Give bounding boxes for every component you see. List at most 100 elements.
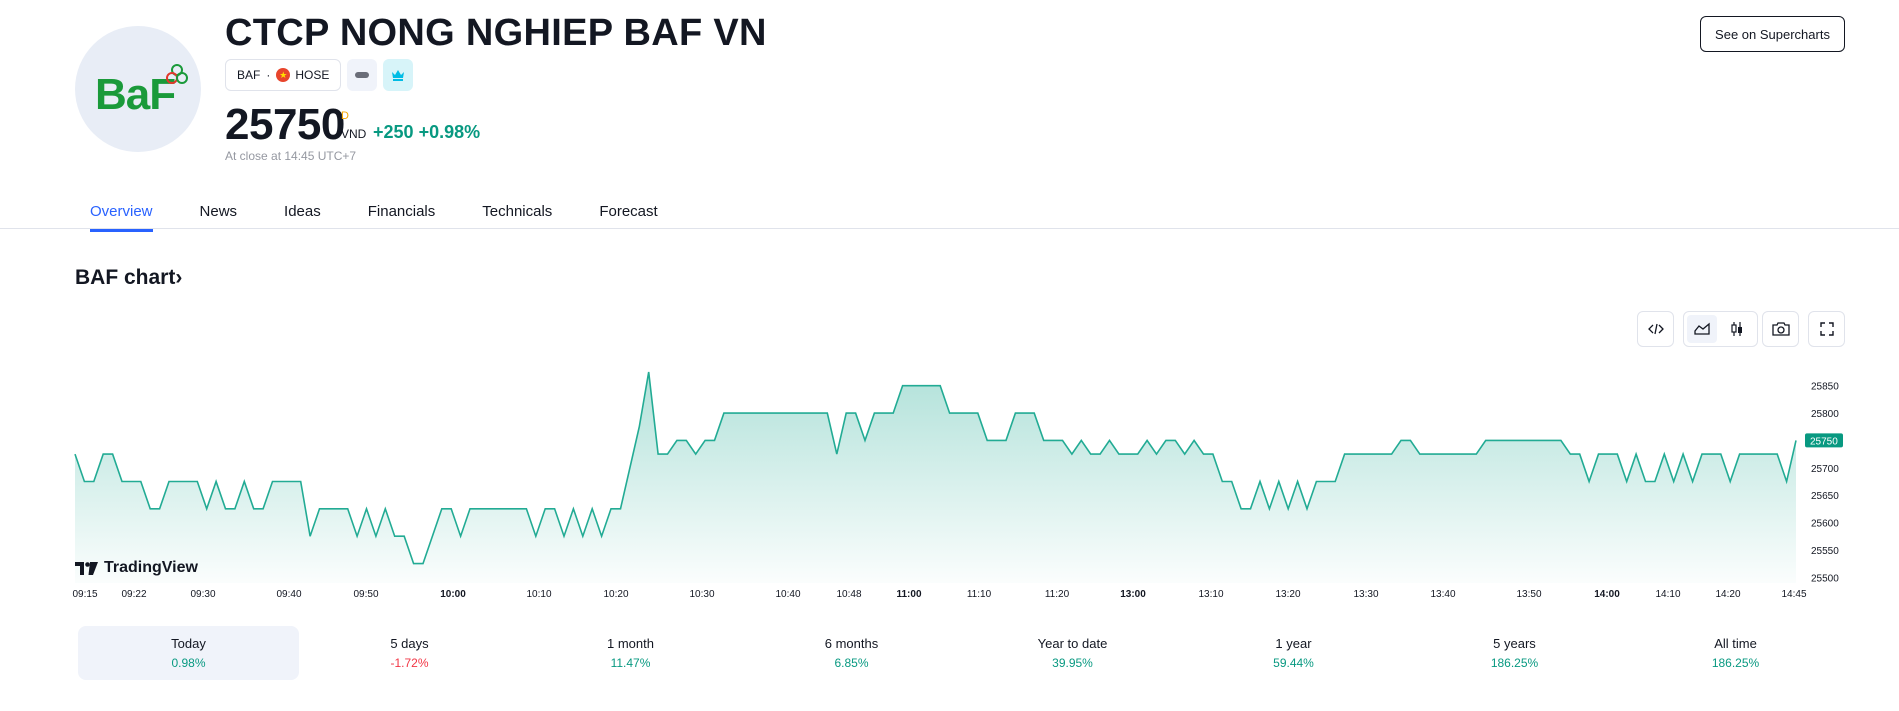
x-tick-label: 11:10 — [967, 589, 992, 600]
period-label: 5 years — [1493, 636, 1536, 651]
y-tick-label: 25650 — [1811, 491, 1839, 502]
exchange-label: HOSE — [295, 68, 330, 82]
ticker-label: BAF — [237, 68, 261, 82]
see-on-supercharts-button[interactable]: See on Supercharts — [1700, 16, 1845, 52]
change-abs: +250 — [373, 122, 414, 142]
symbol-chips: BAF · ★ HOSE — [225, 59, 414, 91]
tradingview-brand-text: TradingView — [104, 559, 198, 576]
company-logo — [75, 26, 201, 152]
page-title: CTCP NONG NGHIEP BAF VN — [225, 12, 767, 54]
tab-technicals[interactable]: Technicals — [482, 203, 553, 220]
period-year-to-date[interactable]: Year to date 39.95% — [962, 626, 1183, 680]
period-value: 6.85% — [834, 656, 869, 670]
area-chart-button[interactable] — [1687, 315, 1717, 343]
last-price-label: 25750 — [1810, 436, 1838, 447]
x-tick-label: 10:30 — [689, 589, 714, 600]
period-value: 0.98% — [171, 656, 206, 670]
chart-section-title[interactable]: BAF chart› — [75, 266, 182, 290]
close-time-note: At close at 14:45 UTC+7 — [225, 149, 357, 163]
period-value: 59.44% — [1273, 656, 1314, 670]
crown-icon — [392, 70, 405, 81]
y-tick-label: 25550 — [1811, 546, 1839, 557]
x-tick-label: 13:50 — [1516, 589, 1541, 600]
candles-icon — [1731, 322, 1742, 336]
period-1-month[interactable]: 1 month 11.47% — [520, 626, 741, 680]
x-tick-label: 09:50 — [353, 589, 378, 600]
minus-pill-icon — [355, 72, 370, 78]
period-value: 186.25% — [1490, 656, 1539, 670]
period-value: 186.25% — [1711, 656, 1760, 670]
fullscreen-button[interactable] — [1808, 311, 1845, 347]
price-currency: VND — [341, 127, 367, 141]
period-6-months[interactable]: 6 months 6.85% — [741, 626, 962, 680]
symbol-chip[interactable]: BAF · ★ HOSE — [225, 59, 342, 91]
tradingview-brand: TradingView — [75, 559, 198, 577]
x-tick-label: 10:10 — [526, 589, 551, 600]
price-area-fill — [75, 372, 1796, 583]
tradingview-logo-icon — [75, 561, 98, 575]
tab-overview[interactable]: Overview — [90, 203, 153, 232]
x-tick-label: 13:00 — [1120, 589, 1146, 600]
x-tick-label: 14:20 — [1715, 589, 1740, 600]
change-pct: +0.98% — [418, 122, 481, 142]
logo-rings-icon — [166, 64, 188, 84]
tab-ideas[interactable]: Ideas — [284, 203, 321, 220]
period-label: Today — [171, 636, 206, 651]
price-series-line — [74, 371, 1797, 565]
y-tick-label: 25850 — [1811, 382, 1839, 393]
chevron-right-icon: › — [175, 266, 183, 289]
period-value: -1.72% — [390, 656, 429, 670]
period-5-years[interactable]: 5 years 186.25% — [1404, 626, 1625, 680]
chart-section-title-text: BAF chart — [75, 266, 176, 289]
market-status-button[interactable] — [347, 59, 378, 91]
embed-button[interactable] — [1637, 311, 1674, 347]
period-5-days[interactable]: 5 days -1.72% — [299, 626, 520, 680]
x-tick-label: 13:20 — [1275, 589, 1300, 600]
x-tick-label: 13:30 — [1353, 589, 1378, 600]
candles-chart-button[interactable] — [1722, 315, 1752, 343]
period-value: 39.95% — [1052, 656, 1093, 670]
x-tick-label: 14:45 — [1781, 589, 1806, 600]
period-label: 5 days — [390, 636, 429, 651]
period-label: 1 month — [607, 636, 654, 651]
snapshot-button[interactable] — [1762, 311, 1799, 347]
y-tick-label: 25600 — [1811, 519, 1839, 530]
last-price: 25750 — [225, 100, 345, 149]
price-delay-flag: D — [341, 110, 349, 122]
x-tick-label: 14:00 — [1594, 589, 1620, 600]
x-tick-label: 10:40 — [775, 589, 800, 600]
x-tick-label: 10:48 — [836, 589, 861, 600]
x-tick-label: 13:40 — [1430, 589, 1455, 600]
tabs-divider — [0, 228, 1899, 229]
primary-listing-button[interactable] — [383, 59, 414, 91]
x-tick-label: 14:10 — [1655, 589, 1680, 600]
x-tick-label: 11:00 — [896, 589, 921, 600]
tab-financials[interactable]: Financials — [367, 203, 436, 220]
x-tick-label: 10:00 — [440, 589, 466, 600]
separator-dot: · — [266, 68, 271, 82]
tab-forecast[interactable]: Forecast — [599, 203, 658, 220]
fullscreen-icon — [1819, 322, 1834, 336]
tab-news[interactable]: News — [199, 203, 238, 220]
area-chart-icon — [1694, 322, 1710, 335]
x-tick-label: 13:10 — [1198, 589, 1223, 600]
period-label: All time — [1714, 636, 1757, 651]
period-all-time[interactable]: All time 186.25% — [1625, 626, 1846, 680]
x-tick-label: 09:15 — [72, 589, 97, 600]
price-chart[interactable]: 25500 25550 25600 25650 25700 25750 25800 25850… — [0, 355, 1899, 605]
period-label: 6 months — [824, 636, 879, 651]
period-value: 11.47% — [610, 656, 651, 670]
y-tick-label: 25800 — [1811, 409, 1839, 420]
period-label: Year to date — [1037, 636, 1108, 651]
y-tick-label: 25700 — [1811, 464, 1839, 475]
x-tick-label: 09:40 — [276, 589, 301, 600]
chart-style-toggle — [1683, 311, 1758, 347]
x-tick-label: 09:22 — [121, 589, 146, 600]
performance-periods: Today 0.98% 5 days -1.72% 1 month 11.47%… — [78, 626, 1846, 680]
code-icon — [1647, 323, 1664, 335]
period-1-year[interactable]: 1 year 59.44% — [1183, 626, 1404, 680]
x-tick-label: 11:20 — [1045, 589, 1070, 600]
period-today[interactable]: Today 0.98% — [78, 626, 299, 680]
last-price-marker — [1805, 433, 1843, 448]
symbol-tabs: Overview News Ideas Financials Technical… — [90, 203, 705, 232]
